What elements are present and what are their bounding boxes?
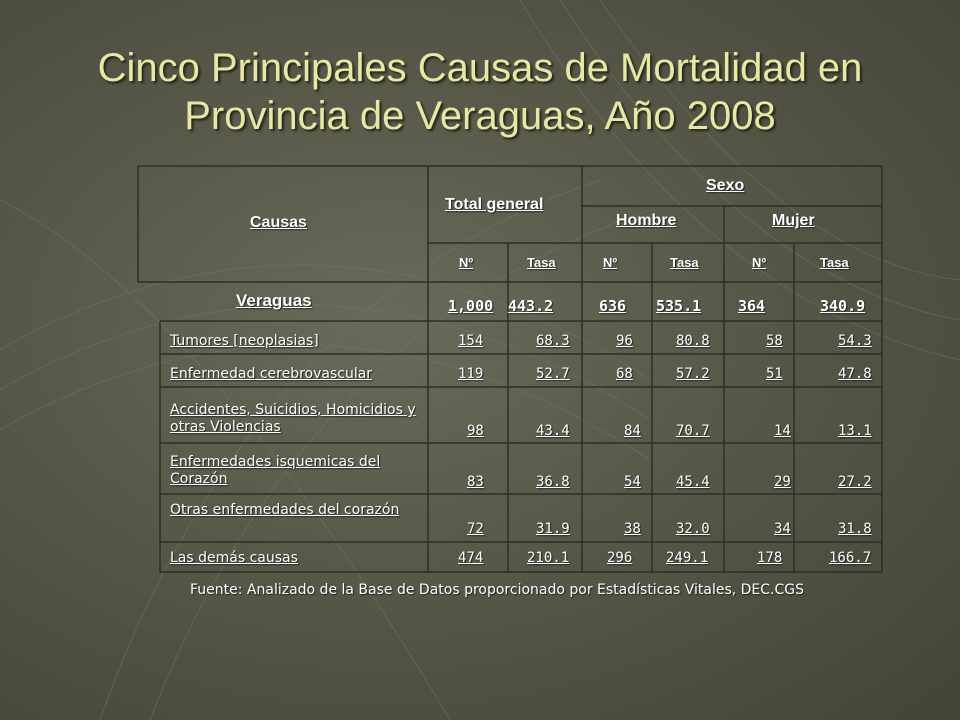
cause-label: Enfermedad cerebrovascular xyxy=(170,366,373,382)
total-value: 535.1 xyxy=(656,297,702,315)
header-tasa-hombre: Tasa xyxy=(670,255,699,270)
table-cell: 296 xyxy=(607,550,633,566)
cause-label: Accidentes, Suicidios, Homicidios y otra… xyxy=(170,402,416,435)
total-row-label: Veraguas xyxy=(236,291,312,310)
table-cell: 54.3 xyxy=(838,333,872,349)
table-cell: 54 xyxy=(624,474,641,490)
table-cell: 98 xyxy=(467,423,484,439)
cause-label: Otras enfermedades del corazón xyxy=(170,502,400,518)
table-cell: 43.4 xyxy=(536,423,570,439)
table-cell: 178 xyxy=(757,550,783,566)
table-cell: 29 xyxy=(774,474,791,490)
total-value: 364 xyxy=(738,297,766,315)
header-no-mujer: Nº xyxy=(752,255,767,270)
header-causas: Causas xyxy=(250,214,307,231)
table-cell: 72 xyxy=(467,521,484,537)
table-cell: 474 xyxy=(458,550,484,566)
header-no-hombre: Nº xyxy=(603,255,618,270)
table-cell: 80.8 xyxy=(676,333,710,349)
source-note: Fuente: Analizado de la Base de Datos pr… xyxy=(190,582,805,598)
table-cell: 68 xyxy=(616,366,633,382)
table-cell: 47.8 xyxy=(838,366,872,382)
total-value: 340.9 xyxy=(820,297,866,315)
table-cell: 154 xyxy=(458,333,484,349)
table-cell: 45.4 xyxy=(676,474,710,490)
header-tasa-mujer: Tasa xyxy=(820,255,849,270)
table-cell: 31.8 xyxy=(838,521,872,537)
table-cell: 119 xyxy=(458,366,484,382)
total-value: 443.2 xyxy=(508,297,554,315)
table-cell: 249.1 xyxy=(666,550,709,566)
table-cell: 14 xyxy=(774,423,791,439)
header-total-general: Total general xyxy=(445,196,544,213)
table-cell: 36.8 xyxy=(536,474,570,490)
table-cell: 57.2 xyxy=(676,366,710,382)
table-cell: 32.0 xyxy=(676,521,710,537)
title-line-2: Provincia de Veraguas, Año 2008 xyxy=(184,94,776,138)
table-cell: 52.7 xyxy=(536,366,570,382)
table-cell: 13.1 xyxy=(838,423,872,439)
header-tasa-total: Tasa xyxy=(527,255,556,270)
table-cell: 70.7 xyxy=(676,423,710,439)
header-mujer: Mujer xyxy=(772,212,815,229)
table-cell: 166.7 xyxy=(829,550,872,566)
table-cell: 58 xyxy=(766,333,783,349)
cause-label: Enfermedades isquemicas del Corazón xyxy=(170,454,381,487)
table-cell: 31.9 xyxy=(536,521,570,537)
table-cell: 83 xyxy=(467,474,484,490)
table-cell: 27.2 xyxy=(838,474,872,490)
table-cell: 210.1 xyxy=(527,550,570,566)
total-value: 636 xyxy=(599,297,627,315)
table-cell: 34 xyxy=(774,521,791,537)
table-cell: 68.3 xyxy=(536,333,570,349)
cause-label: Tumores [neoplasias] xyxy=(170,333,319,349)
header-hombre: Hombre xyxy=(616,212,677,229)
total-value: 1,000 xyxy=(448,297,494,315)
header-no-total: Nº xyxy=(459,255,474,270)
table-cell: 51 xyxy=(766,366,783,382)
title-line-1: Cinco Principales Causas de Mortalidad e… xyxy=(97,46,863,90)
cause-label: Las demás causas xyxy=(170,550,298,566)
page-title: Cinco Principales Causas de Mortalidad e… xyxy=(40,44,920,140)
table-cell: 84 xyxy=(624,423,641,439)
table-cell: 38 xyxy=(624,521,641,537)
header-sexo: Sexo xyxy=(706,177,745,194)
table-cell: 96 xyxy=(616,333,633,349)
